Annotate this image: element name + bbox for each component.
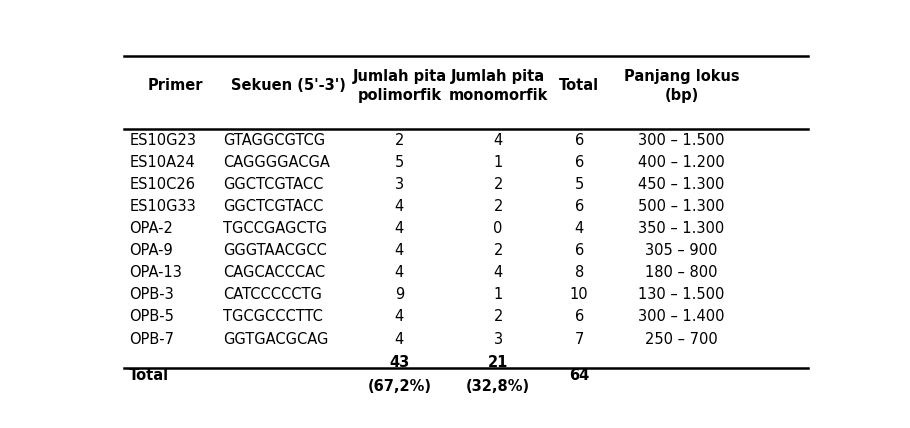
Text: 43: 43 [389, 355, 410, 370]
Text: Jumlah pita
polimorfik: Jumlah pita polimorfik [352, 69, 447, 103]
Text: CAGGGGACGA: CAGGGGACGA [223, 155, 330, 170]
Text: OPA-9: OPA-9 [129, 243, 173, 258]
Text: OPA-2: OPA-2 [129, 221, 173, 236]
Text: 8: 8 [574, 265, 584, 280]
Text: TGCGCCCTTC: TGCGCCCTTC [223, 309, 323, 324]
Text: 2: 2 [395, 133, 404, 148]
Text: 4: 4 [493, 265, 502, 280]
Text: 6: 6 [574, 243, 584, 258]
Text: 250 – 700: 250 – 700 [645, 332, 718, 347]
Text: 180 – 800: 180 – 800 [645, 265, 718, 280]
Text: 6: 6 [574, 155, 584, 170]
Text: 3: 3 [395, 177, 404, 192]
Text: 10: 10 [570, 288, 589, 303]
Text: GGCTCGTACC: GGCTCGTACC [223, 199, 323, 214]
Text: CATCCCCCTG: CATCCCCCTG [223, 288, 322, 303]
Text: 300 – 1.500: 300 – 1.500 [638, 133, 724, 148]
Text: ES10C26: ES10C26 [129, 177, 196, 192]
Text: 6: 6 [574, 133, 584, 148]
Text: ES10A24: ES10A24 [129, 155, 195, 170]
Text: 4: 4 [395, 265, 404, 280]
Text: Total: Total [129, 368, 169, 383]
Text: Jumlah pita
monomorfik: Jumlah pita monomorfik [449, 69, 548, 103]
Text: 2: 2 [493, 177, 503, 192]
Text: Panjang lokus
(bp): Panjang lokus (bp) [623, 69, 739, 103]
Text: CAGCACCCAC: CAGCACCCAC [223, 265, 325, 280]
Text: GGTGACGCAG: GGTGACGCAG [223, 332, 329, 347]
Text: 4: 4 [395, 332, 404, 347]
Text: 305 – 900: 305 – 900 [645, 243, 718, 258]
Text: 500 – 1.300: 500 – 1.300 [638, 199, 724, 214]
Text: 7: 7 [574, 332, 584, 347]
Text: 130 – 1.500: 130 – 1.500 [638, 288, 724, 303]
Text: 4: 4 [395, 221, 404, 236]
Text: 450 – 1.300: 450 – 1.300 [638, 177, 724, 192]
Text: 400 – 1.200: 400 – 1.200 [638, 155, 725, 170]
Text: 1: 1 [493, 155, 502, 170]
Text: 4: 4 [395, 243, 404, 258]
Text: (67,2%): (67,2%) [368, 379, 431, 394]
Text: GTAGGCGTCG: GTAGGCGTCG [223, 133, 325, 148]
Text: 0: 0 [493, 221, 503, 236]
Text: 2: 2 [493, 309, 503, 324]
Text: 4: 4 [395, 309, 404, 324]
Text: 4: 4 [493, 133, 502, 148]
Text: Primer: Primer [148, 78, 204, 93]
Text: 6: 6 [574, 199, 584, 214]
Text: 1: 1 [493, 288, 502, 303]
Text: OPA-13: OPA-13 [129, 265, 182, 280]
Text: 5: 5 [574, 177, 584, 192]
Text: 350 – 1.300: 350 – 1.300 [638, 221, 724, 236]
Text: 6: 6 [574, 309, 584, 324]
Text: 3: 3 [493, 332, 502, 347]
Text: ES10G23: ES10G23 [129, 133, 197, 148]
Text: 21: 21 [488, 355, 509, 370]
Text: GGGTAACGCC: GGGTAACGCC [223, 243, 327, 258]
Text: 5: 5 [395, 155, 404, 170]
Text: Sekuen (5'-3'): Sekuen (5'-3') [231, 78, 346, 93]
Text: 64: 64 [569, 368, 590, 383]
Text: OPB-5: OPB-5 [129, 309, 174, 324]
Text: TGCCGAGCTG: TGCCGAGCTG [223, 221, 327, 236]
Text: 9: 9 [395, 288, 404, 303]
Text: Total: Total [559, 78, 600, 93]
Text: 2: 2 [493, 199, 503, 214]
Text: 2: 2 [493, 243, 503, 258]
Text: 300 – 1.400: 300 – 1.400 [638, 309, 724, 324]
Text: 4: 4 [574, 221, 584, 236]
Text: OPB-7: OPB-7 [129, 332, 175, 347]
Text: 4: 4 [395, 199, 404, 214]
Text: GGCTCGTACC: GGCTCGTACC [223, 177, 323, 192]
Text: OPB-3: OPB-3 [129, 288, 174, 303]
Text: (32,8%): (32,8%) [466, 379, 531, 394]
Text: ES10G33: ES10G33 [129, 199, 196, 214]
